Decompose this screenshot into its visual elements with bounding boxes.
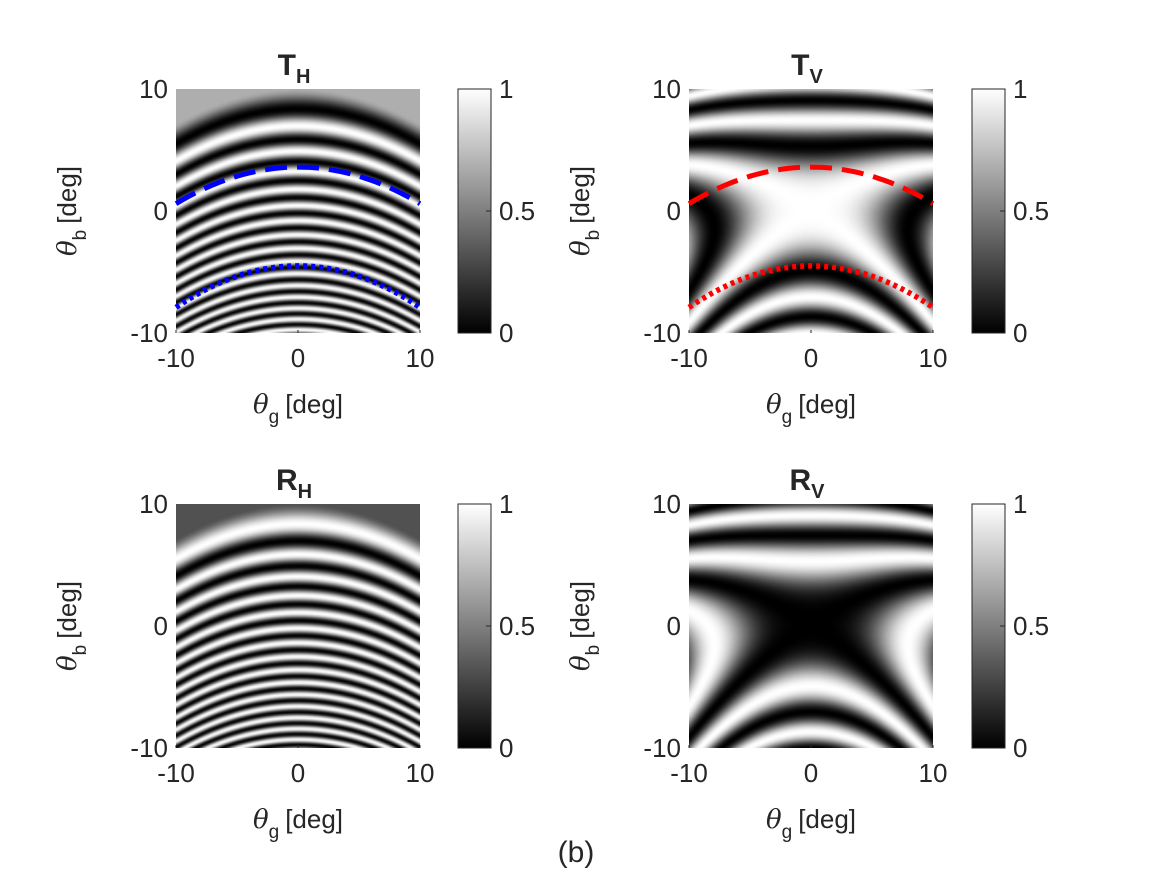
x-tick-label: 0 [291,758,305,788]
y-tick-label: 0 [154,196,168,226]
x-axis-label: θg [deg] [766,804,856,843]
x-tick-label: 0 [804,758,818,788]
x-tick-label: 10 [406,343,435,373]
x-tick-label: -10 [670,758,708,788]
subplot-title: TH [278,49,311,88]
y-tick-label: -10 [130,318,168,348]
colorbar-tick-label: 0.5 [499,611,535,641]
colorbar [971,88,1006,334]
y-tick-label: -10 [130,733,168,763]
heatmap-image [176,89,420,333]
y-axis-label: θb[deg] [565,581,604,671]
y-tick-label: 10 [139,74,168,104]
x-tick-label: 0 [804,343,818,373]
colorbar [971,503,1006,749]
y-tick-label: 0 [667,196,681,226]
dashed-curve [174,164,422,206]
subplot-title: TV [791,49,823,88]
y-tick-label: 10 [139,489,168,519]
dotted-curve [174,263,422,310]
y-axis-label: θb[deg] [52,166,91,256]
subplot-4: RV -10 0 10 -10 0 10 θg [deg] θb[deg] 0 0.5 1 [565,464,1049,843]
x-axis-label: θg [deg] [766,389,856,428]
x-tick-label: 10 [919,343,948,373]
x-tick-label: -10 [670,343,708,373]
x-tick-label: 10 [919,758,948,788]
colorbar [457,88,492,334]
colorbar-tick-label: 0 [499,318,513,348]
colorbar-tick-label: 1 [499,489,513,519]
heatmap-image [689,89,933,333]
colorbar-tick-label: 1 [499,74,513,104]
x-tick-label: 10 [406,758,435,788]
y-tick-label: -10 [643,733,681,763]
y-axis-label: θb[deg] [52,581,91,671]
y-tick-label: 10 [652,489,681,519]
subplot-title: RH [276,464,312,503]
subplot-3: RH -10 0 10 -10 0 10 θg [deg] θb[deg] 0 0.5 1 [52,464,535,843]
figure-caption: (b) [558,836,595,869]
colorbar-tick-label: 0 [1013,318,1027,348]
colorbar-tick-label: 1 [1013,74,1027,104]
y-axis-label: θb[deg] [565,166,604,256]
colorbar-tick-label: 0.5 [1013,611,1049,641]
colorbar-tick-label: 0 [499,733,513,763]
x-axis-label: θg [deg] [253,804,343,843]
x-tick-label: -10 [157,343,195,373]
dotted-curve [687,263,935,310]
subplot-2: TV -10 0 10 -10 0 10 θg [deg] θb[deg] 0 0.5 1 [565,49,1049,428]
y-tick-label: 10 [652,74,681,104]
colorbar-tick-label: 0.5 [499,196,535,226]
subplot-1: TH -10 0 10 -10 0 10 θg [deg] θb[deg] 0 0.5 1 [52,49,535,428]
colorbar-tick-label: 1 [1013,489,1027,519]
colorbar-tick-label: 0 [1013,733,1027,763]
subplot-title: RV [789,464,825,503]
y-tick-label: 0 [667,611,681,641]
x-axis-label: θg [deg] [253,389,343,428]
x-tick-label: -10 [157,758,195,788]
colorbar-tick-label: 0.5 [1013,196,1049,226]
y-tick-label: -10 [643,318,681,348]
heatmap-image [689,504,933,748]
y-tick-label: 0 [154,611,168,641]
dashed-curve [687,164,935,206]
heatmap-image [176,504,420,748]
x-tick-label: 0 [291,343,305,373]
